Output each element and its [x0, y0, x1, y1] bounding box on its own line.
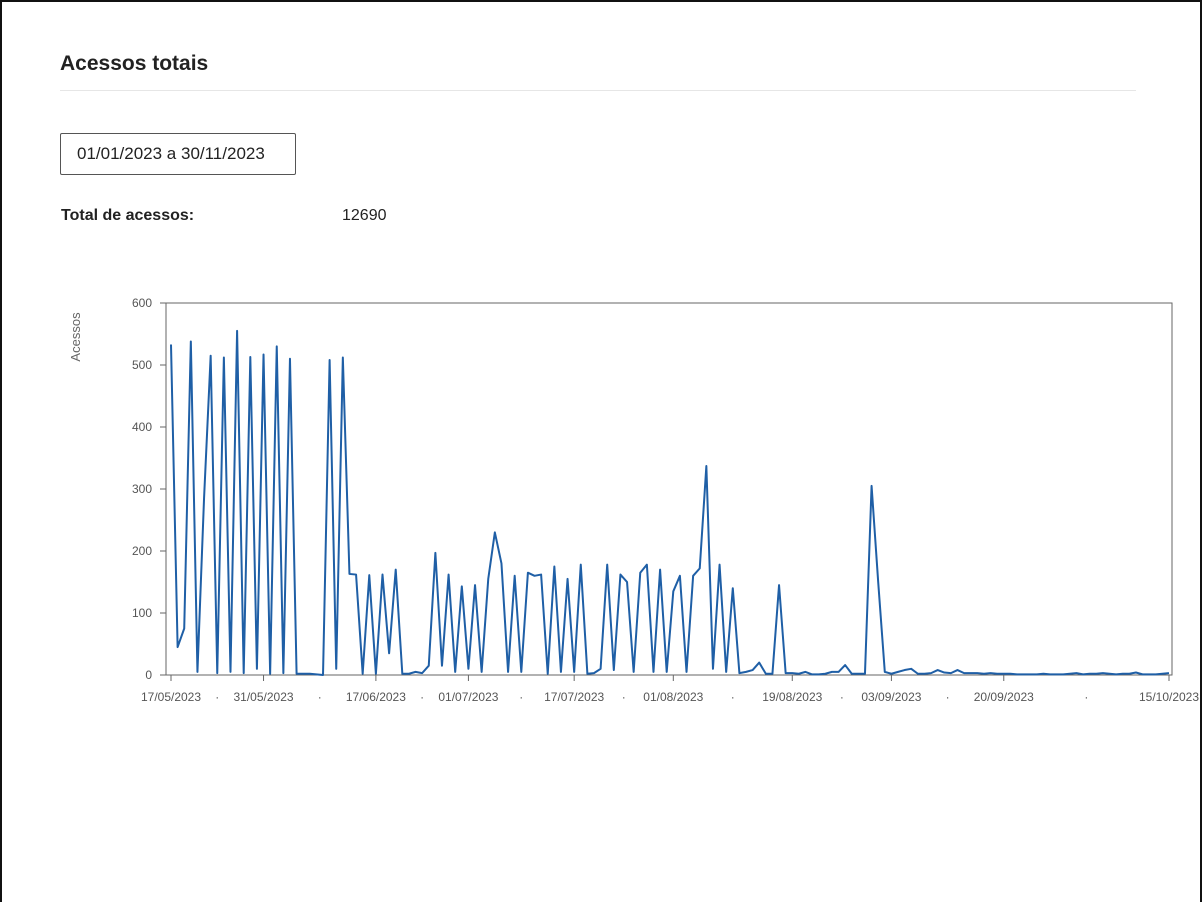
x-tick-label: 03/09/2023	[861, 690, 921, 704]
x-tick-separator: ·	[731, 690, 735, 704]
x-tick-label: 01/07/2023	[438, 690, 498, 704]
x-tick-separator: ·	[1084, 690, 1088, 704]
x-tick-label: 17/07/2023	[544, 690, 604, 704]
series-line	[170, 329, 1170, 676]
y-axis: 0 100 200 300 400 500 600	[132, 296, 166, 682]
y-tick-label: 100	[132, 606, 152, 620]
date-range-input[interactable]: 01/01/2023 a 30/11/2023	[60, 133, 296, 175]
x-tick-label: 17/06/2023	[346, 690, 406, 704]
x-tick-separator: ·	[840, 690, 844, 704]
plot-area	[165, 302, 1173, 676]
x-tick-label: 20/09/2023	[974, 690, 1034, 704]
x-tick-separator: ·	[215, 690, 219, 704]
x-tick-label: 17/05/2023	[141, 690, 201, 704]
total-access-label: Total de acessos:	[61, 207, 195, 224]
total-access-value: 12690	[342, 207, 387, 224]
y-tick-label: 600	[132, 296, 152, 310]
access-line-chart: Acessos 0 100 200 300 400 500 600 17/05/2023 · 3…	[68, 296, 1199, 704]
page-title: Acessos totais	[60, 52, 209, 75]
x-tick-label: 19/08/2023	[762, 690, 822, 704]
x-tick-label: 31/05/2023	[233, 690, 293, 704]
x-tick-separator: ·	[420, 690, 424, 704]
x-tick-separator: ·	[519, 690, 523, 704]
y-tick-label: 200	[132, 544, 152, 558]
y-tick-label: 400	[132, 420, 152, 434]
y-tick-label: 500	[132, 358, 152, 372]
x-tick-separator: ·	[318, 690, 322, 704]
x-axis: 17/05/2023 · 31/05/2023 · 17/06/2023 · 01/07/2…	[141, 675, 1199, 704]
x-tick-label: 01/08/2023	[643, 690, 703, 704]
x-tick-separator: ·	[622, 690, 626, 704]
y-axis-label: Acessos	[68, 312, 83, 362]
y-tick-label: 0	[145, 668, 152, 682]
y-tick-label: 300	[132, 482, 152, 496]
x-tick-label: 15/10/2023	[1139, 690, 1199, 704]
x-tick-separator: ·	[946, 690, 950, 704]
title-divider	[60, 90, 1136, 91]
